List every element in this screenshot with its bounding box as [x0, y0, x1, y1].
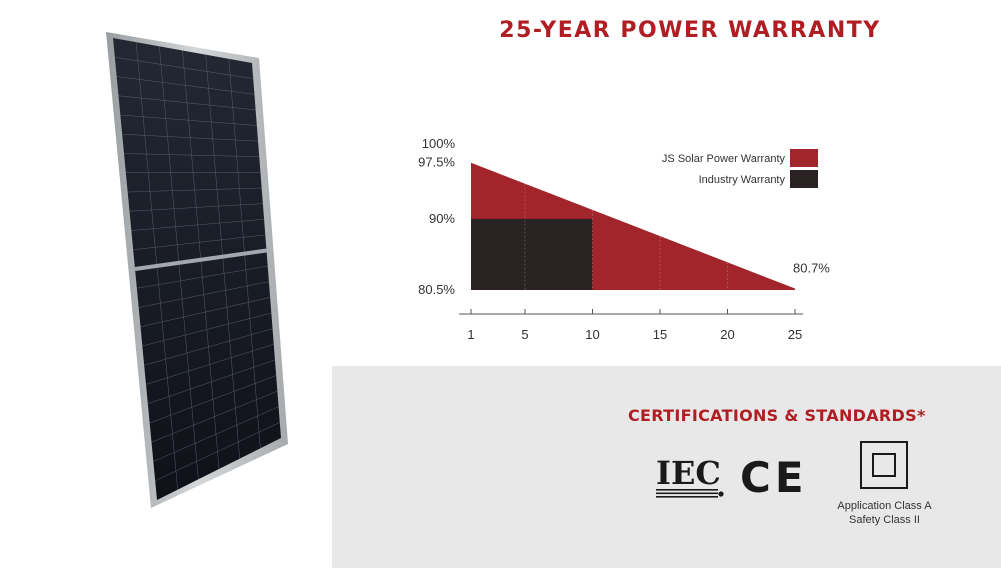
svg-text:IEC: IEC	[656, 454, 721, 492]
solar-panel-image	[106, 32, 288, 508]
industry-warranty-area	[471, 218, 795, 290]
ce-logo: CE	[740, 453, 806, 498]
safety-class-label: Safety Class II	[849, 514, 920, 526]
data-label: 80.7%	[793, 261, 830, 276]
application-class-label: Application Class A	[837, 500, 932, 512]
iec-logo: IEC	[656, 454, 724, 498]
certifications-section: CERTIFICATIONS & STANDARDS* IEC CE Appli…	[332, 366, 1001, 568]
legend-label: JS Solar Power Warranty	[662, 153, 786, 165]
x-tick-label: 25	[788, 327, 802, 342]
x-tick-label: 15	[653, 327, 667, 342]
y-tick-label: 97.5%	[418, 155, 455, 170]
svg-text:CE: CE	[740, 453, 806, 498]
legend-swatch	[790, 170, 818, 188]
certifications-title: CERTIFICATIONS & STANDARDS*	[628, 406, 926, 425]
class-ii-icon	[860, 441, 908, 489]
y-tick-label: 90%	[429, 211, 455, 226]
warranty-chart: 1 5 10 15 20 25 100%97.5%90%80.5% JS Solar Po…	[418, 136, 830, 342]
x-tick-label: 20	[720, 327, 734, 342]
x-tick-label: 10	[585, 327, 599, 342]
legend-swatch	[790, 149, 818, 167]
warranty-title: 25-YEAR POWER WARRANTY	[499, 18, 881, 43]
y-tick-label: 80.5%	[418, 282, 455, 297]
x-tick-label: 5	[521, 327, 528, 342]
y-tick-label: 100%	[422, 136, 456, 151]
x-tick-label: 1	[467, 327, 474, 342]
legend-label: Industry Warranty	[699, 174, 786, 186]
